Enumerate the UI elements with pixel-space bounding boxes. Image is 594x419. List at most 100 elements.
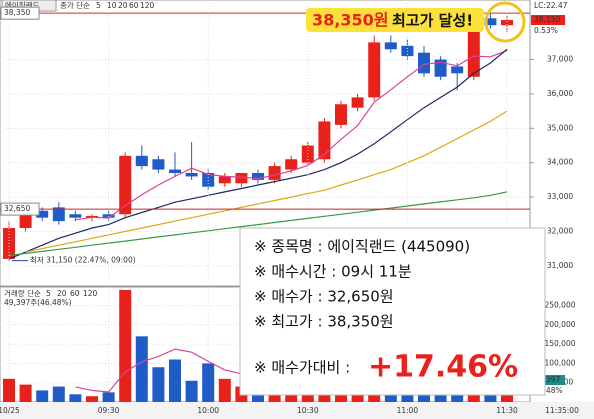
legend-entry: 5 <box>96 1 101 10</box>
candle-body <box>335 104 347 125</box>
volume-bar <box>152 367 165 402</box>
headline-price: 38,350원 <box>312 11 388 30</box>
ma-line <box>8 48 508 260</box>
info-box <box>239 227 546 396</box>
legend-entry: 120 <box>83 289 98 298</box>
volume-subtitle: 49,397주(46.48%) <box>4 298 72 307</box>
legend-entry: 120 <box>140 1 155 10</box>
y-tick-label: 200,000 <box>544 320 575 329</box>
y-tick-label: 31,000 <box>547 261 573 270</box>
volume-bar <box>119 290 132 402</box>
volume-bar <box>202 363 215 402</box>
time-axis-band <box>0 402 594 419</box>
candle-body <box>384 42 397 50</box>
volume-bar <box>252 390 264 402</box>
current-box <box>531 15 565 26</box>
y-tick-label: 34,000 <box>547 158 573 167</box>
y-tick-label: 36,000 <box>547 89 573 98</box>
volume-bar <box>169 359 181 402</box>
candle-body <box>434 59 447 77</box>
legend-entry: 20 <box>57 289 67 298</box>
y-tick-label: 33,000 <box>547 192 573 201</box>
info-change-label: ※ 매수가대비 : <box>254 359 350 377</box>
tab-label: 에이직랜드 <box>5 0 40 10</box>
x-tick-label: 11:30 <box>496 406 518 415</box>
highlight-circle <box>484 1 526 43</box>
x-tick-label: 10:00 <box>197 406 219 415</box>
ma-line <box>8 191 508 257</box>
candle-body <box>119 155 132 215</box>
overlay: 38,350원 최고가 달성! ※ 매수가대비 : +17.46% ※ 종목명 … <box>239 1 546 396</box>
change-label: 46.48% <box>534 386 563 395</box>
info-line: ※ 종목명 : 에이직랜드 (445090) <box>254 238 470 256</box>
reference-label: 38,350 <box>4 8 30 17</box>
x-tick-label: 09:30 <box>98 406 120 415</box>
ma-line <box>75 50 508 221</box>
candle-body <box>202 173 215 187</box>
volume-bar <box>218 378 231 402</box>
change-label: 0.53% <box>534 26 558 35</box>
legend-entry: 60 <box>129 1 139 10</box>
y-tick-label: 100,000 <box>544 358 575 367</box>
headline-text: 최고가 달성! <box>392 12 473 30</box>
volume-bar <box>135 336 148 402</box>
candle-body <box>252 173 264 180</box>
legend-label: 종가 단순 <box>60 0 90 10</box>
candle-body <box>351 97 364 108</box>
reference-box <box>0 202 40 216</box>
legend-entry: 5 <box>46 289 51 298</box>
headline-box <box>306 8 484 32</box>
volume-bar <box>36 390 49 402</box>
y-tick-label: 32,000 <box>547 226 573 235</box>
lc-label: LC:22.47 <box>534 1 568 10</box>
candle-body <box>235 173 248 184</box>
reference-box <box>0 6 40 20</box>
x-tick-label: 10/25 <box>0 406 20 415</box>
volume-bar <box>19 384 32 402</box>
legend-label: 거래량 단순 <box>4 288 41 298</box>
info-line: ※ 매수시간 : 09시 11분 <box>254 263 412 281</box>
y-tick-label: 250,000 <box>544 300 575 309</box>
candle-body <box>467 18 480 77</box>
current-label: 38,150 <box>534 15 560 24</box>
candle-body <box>301 145 314 163</box>
candle-body <box>451 66 464 74</box>
y-tick-label: 37,000 <box>547 55 573 64</box>
volume-bar <box>69 394 82 402</box>
candle-body <box>152 159 165 170</box>
reference-label: 32,650 <box>4 204 30 213</box>
x-tick-label: 11:00 <box>397 406 419 415</box>
candle-body <box>69 214 82 218</box>
info-change-value: +17.46% <box>368 350 518 385</box>
candle-body <box>318 121 331 160</box>
legend-entry: 60 <box>70 289 80 298</box>
current-box <box>531 375 565 385</box>
volume-bar <box>52 386 65 402</box>
low-annotation: 최저 31,150 (22.47%, 09:00) <box>30 255 136 265</box>
volume-bar <box>3 378 15 402</box>
candle-body <box>418 52 430 74</box>
volume-bar <box>185 380 198 402</box>
ma-line <box>25 110 508 253</box>
info-line: ※ 매수가 : 32,650원 <box>254 288 394 306</box>
current-label: 49,397 <box>534 375 560 384</box>
candle-body <box>368 42 381 98</box>
info-line: ※ 최고가 : 38,350원 <box>254 313 394 331</box>
legend-entry: 10 <box>107 1 117 10</box>
candle-body <box>19 214 32 228</box>
y-tick-label: 35,000 <box>547 123 573 132</box>
candle-body <box>185 173 198 177</box>
x-tick-label: 10:30 <box>297 406 319 415</box>
candle-body <box>169 169 181 173</box>
candle-body <box>285 159 298 170</box>
candle-body <box>268 166 281 180</box>
candle-body <box>52 207 65 222</box>
candle-body <box>102 214 115 218</box>
candle-body <box>484 18 497 26</box>
candle-body <box>135 155 148 167</box>
candle-body <box>218 176 231 184</box>
volume-bar <box>86 396 98 402</box>
legend-entry: 20 <box>118 1 128 10</box>
candle-body <box>401 45 414 57</box>
